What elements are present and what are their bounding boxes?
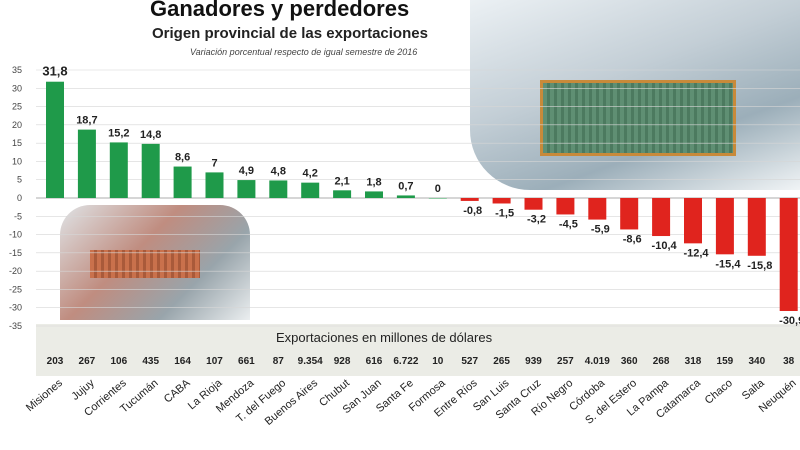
- export-value: 318: [685, 356, 702, 367]
- y-tick-label: 30: [12, 83, 22, 93]
- chart-title: Ganadores y perdedores: [150, 0, 410, 21]
- y-tick-label: -25: [9, 284, 22, 294]
- bar-Santa Cruz: [524, 198, 543, 210]
- data-label: -0,8: [463, 205, 482, 217]
- y-tick-label: 15: [12, 138, 22, 148]
- bar-Chubut: [333, 190, 352, 198]
- export-value: 616: [366, 356, 383, 367]
- data-label: -10,4: [652, 240, 678, 252]
- bar-Córdoba: [588, 198, 607, 220]
- data-label: -5,9: [591, 224, 610, 236]
- data-label: 0,7: [398, 180, 413, 192]
- container-image-small: [90, 250, 200, 278]
- export-value: 159: [717, 356, 734, 367]
- bar-Misiones: [46, 81, 64, 198]
- data-label: 14,8: [140, 129, 161, 141]
- data-label: 2,1: [334, 175, 349, 187]
- export-value: 527: [461, 356, 478, 367]
- x-tick-label: Misiones: [24, 377, 65, 414]
- bar-Buenos Aires: [301, 182, 320, 198]
- bar-T. del Fuego: [269, 180, 288, 198]
- data-label: -3,2: [527, 214, 546, 226]
- y-tick-label: 0: [17, 193, 22, 203]
- y-tick-label: -5: [14, 211, 22, 221]
- export-value: 38: [783, 356, 795, 367]
- y-tick-label: 10: [12, 156, 22, 166]
- export-value: 10: [432, 356, 444, 367]
- bar-Tucumán: [141, 143, 160, 198]
- x-tick-label: Chaco: [703, 377, 735, 407]
- y-tick-label: 20: [12, 120, 22, 130]
- export-value: 4.019: [585, 356, 610, 367]
- export-value: 435: [142, 356, 159, 367]
- data-label: 8,6: [175, 152, 190, 164]
- bar-Mendoza: [237, 180, 256, 198]
- bar-Salta: [747, 198, 766, 256]
- export-value: 9.354: [298, 356, 323, 367]
- data-label: 1,8: [366, 176, 381, 188]
- y-tick-label: 35: [12, 65, 22, 75]
- bar-Neuquén: [779, 198, 798, 312]
- y-tick-label: -35: [9, 321, 22, 331]
- export-value: 265: [493, 356, 510, 367]
- export-value: 268: [653, 356, 670, 367]
- y-tick-label: -10: [9, 230, 22, 240]
- export-value: 107: [206, 356, 223, 367]
- export-value: 257: [557, 356, 574, 367]
- chart-note: Variación porcentual respecto de igual s…: [190, 47, 418, 57]
- data-label: 4,2: [303, 168, 318, 180]
- bar-Corrientes: [109, 142, 128, 198]
- export-value: 267: [79, 356, 96, 367]
- data-label: -15,8: [747, 260, 772, 272]
- data-label: 18,7: [76, 115, 97, 127]
- bar-Entre Ríos: [460, 198, 479, 201]
- data-label: -1,5: [495, 207, 514, 219]
- bar-La Pampa: [652, 198, 671, 237]
- export-value: 6.722: [393, 356, 418, 367]
- data-label: 31,8: [42, 64, 67, 79]
- y-tick-label: -30: [9, 303, 22, 313]
- bar-San Juan: [365, 191, 383, 198]
- export-value: 87: [273, 356, 285, 367]
- data-label: -12,4: [683, 247, 709, 259]
- y-tick-label: -20: [9, 266, 22, 276]
- bar-S. del Estero: [620, 198, 639, 230]
- data-label: 4,9: [239, 165, 254, 177]
- exports-title: Exportaciones en millones de dólares: [276, 330, 493, 345]
- bar-Catamarca: [684, 198, 702, 244]
- bar-La Rioja: [205, 172, 224, 198]
- x-tick-label: Jujuy: [69, 377, 97, 403]
- bar-CABA: [173, 166, 192, 198]
- bar-Río Negro: [556, 198, 575, 215]
- data-label: 0: [435, 183, 441, 195]
- y-tick-label: -15: [9, 248, 22, 258]
- bar-Chaco: [715, 198, 734, 255]
- y-tick-label: 5: [17, 175, 22, 185]
- data-label: 4,8: [271, 165, 286, 177]
- export-value: 360: [621, 356, 638, 367]
- y-tick-label: 25: [12, 102, 22, 112]
- chart-subtitle: Origen provincial de las exportaciones: [152, 25, 428, 42]
- data-label: -8,6: [623, 233, 642, 245]
- export-value: 106: [110, 356, 127, 367]
- export-value: 203: [47, 356, 64, 367]
- data-label: -4,5: [559, 218, 578, 230]
- exports-band: [36, 324, 800, 376]
- bar-San Luis: [492, 198, 511, 204]
- data-label: -15,4: [715, 258, 741, 270]
- export-value: 164: [174, 356, 191, 367]
- export-value: 661: [238, 356, 255, 367]
- export-value: 939: [525, 356, 542, 367]
- data-label: 7: [211, 157, 217, 169]
- export-value: 928: [334, 356, 351, 367]
- bar-Formosa: [428, 198, 447, 199]
- bar-Santa Fe: [396, 195, 415, 198]
- data-label: -30,9: [779, 315, 800, 327]
- bar-Jujuy: [77, 129, 96, 198]
- data-label: 15,2: [108, 127, 129, 139]
- x-tick-label: Salta: [740, 377, 768, 403]
- export-value: 340: [748, 356, 765, 367]
